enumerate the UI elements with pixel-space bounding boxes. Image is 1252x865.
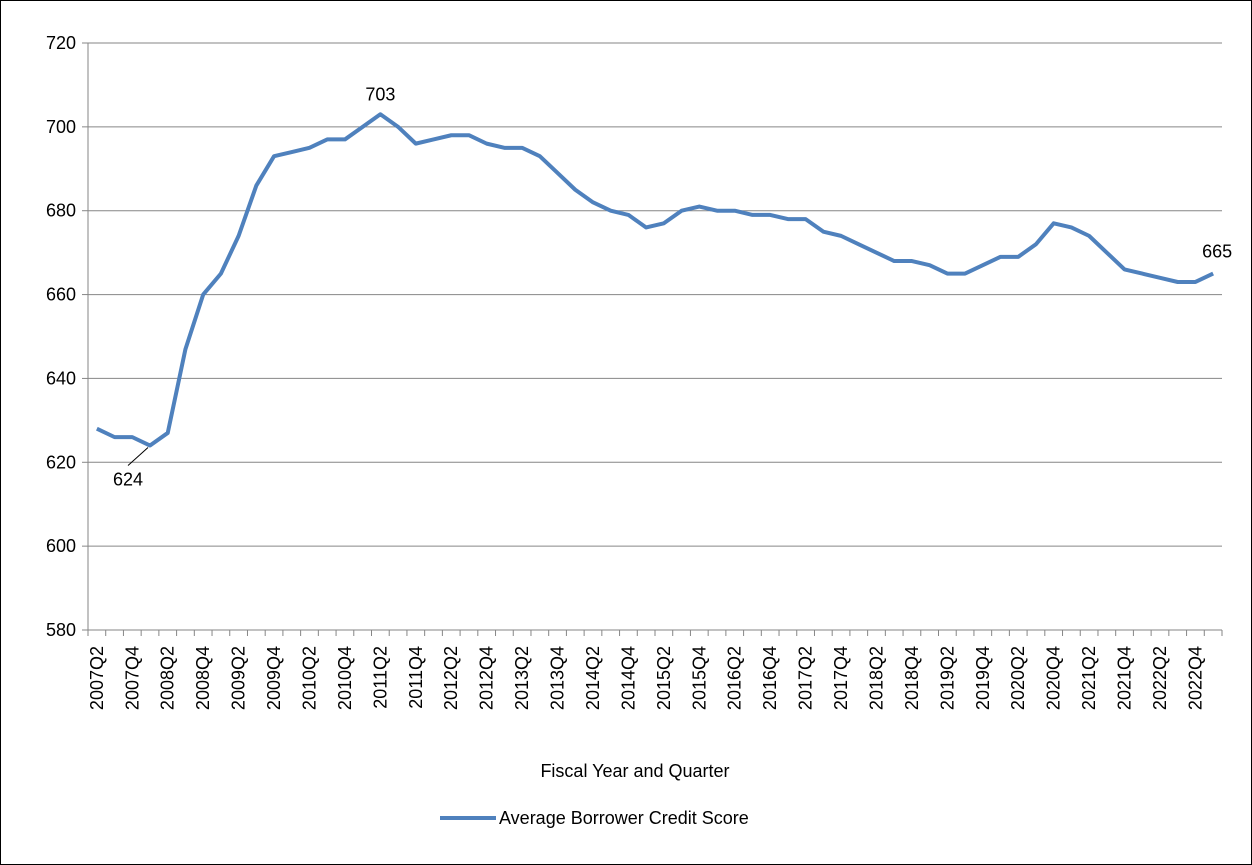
x-tick-label: 2012Q2 — [441, 646, 461, 710]
y-tick-label: 700 — [46, 117, 76, 137]
x-tick-label: 2020Q4 — [1044, 646, 1064, 710]
x-tick-label: 2013Q2 — [512, 646, 532, 710]
leader-line — [127, 447, 149, 466]
x-tick-label: 2007Q4 — [122, 646, 142, 710]
x-tick-label: 2010Q2 — [299, 646, 319, 710]
y-tick-label: 680 — [46, 201, 76, 221]
x-tick-label: 2012Q4 — [477, 646, 497, 710]
x-tick-label: 2017Q2 — [796, 646, 816, 710]
x-tick-label: 2021Q2 — [1079, 646, 1099, 710]
x-tick-label: 2009Q2 — [229, 646, 249, 710]
x-tick-label: 2017Q4 — [831, 646, 851, 710]
x-tick-label: 2014Q2 — [583, 646, 603, 710]
x-tick-label: 2019Q2 — [937, 646, 957, 710]
x-tick-label: 2010Q4 — [335, 646, 355, 710]
data-line — [96, 112, 1214, 448]
x-tick-label: 2011Q4 — [406, 646, 426, 709]
x-tick-label: 2016Q2 — [725, 646, 745, 710]
x-tick-label: 2008Q4 — [193, 646, 213, 710]
y-tick-label: 580 — [46, 620, 76, 640]
y-tick-label: 720 — [46, 33, 76, 53]
x-tick-label: 2013Q4 — [548, 646, 568, 710]
x-tick-label: 2011Q2 — [370, 646, 390, 709]
legend-label: Average Borrower Credit Score — [499, 808, 749, 828]
x-tick-label: 2022Q2 — [1150, 646, 1170, 710]
x-tick-label: 2007Q2 — [87, 646, 107, 710]
x-tick-label: 2014Q4 — [618, 646, 638, 710]
data-label: 703 — [365, 84, 395, 104]
data-label: 665 — [1202, 242, 1232, 262]
x-tick-label: 2008Q2 — [158, 646, 178, 710]
x-tick-label: 2018Q2 — [866, 646, 886, 710]
x-tick-label: 2019Q4 — [973, 646, 993, 710]
x-tick-label: 2022Q4 — [1185, 646, 1205, 710]
x-tick-label: 2016Q4 — [760, 646, 780, 710]
x-tick-label: 2020Q2 — [1008, 646, 1028, 710]
y-tick-label: 660 — [46, 285, 76, 305]
x-axis-title: Fiscal Year and Quarter — [540, 761, 729, 781]
x-tick-label: 2021Q4 — [1115, 646, 1135, 710]
y-tick-label: 600 — [46, 536, 76, 556]
x-tick-label: 2015Q4 — [689, 646, 709, 710]
y-tick-label: 620 — [46, 452, 76, 472]
x-tick-label: 2015Q2 — [654, 646, 674, 710]
x-tick-label: 2018Q4 — [902, 646, 922, 710]
y-tick-label: 640 — [46, 368, 76, 388]
data-label: 624 — [113, 470, 143, 490]
x-tick-label: 2009Q4 — [264, 646, 284, 710]
